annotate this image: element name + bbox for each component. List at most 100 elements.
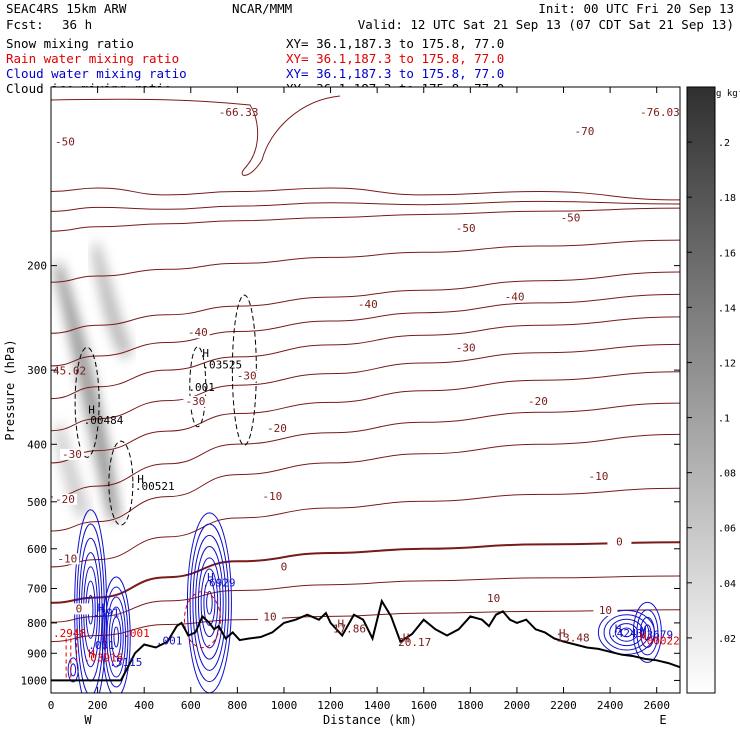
field-annotation: H <box>559 627 566 640</box>
colorbar-tick-label: .04 <box>718 579 736 590</box>
field-annotation: H <box>615 622 622 635</box>
rain-contour <box>183 591 221 649</box>
cloud-contour <box>108 606 124 668</box>
x-tick-label: 400 <box>134 699 154 712</box>
field-annotation: 20.17 <box>398 636 431 649</box>
valid-time: Valid: 12 UTC Sat 21 Sep 13 (07 CDT Sat … <box>358 17 734 32</box>
colorbar-tick-label: .08 <box>718 469 736 480</box>
isotherm-upper <box>51 95 341 176</box>
field-annotation: .001 <box>156 635 183 648</box>
contour-label: -30 <box>185 395 205 408</box>
contour-label: -10 <box>589 470 609 483</box>
rain-water-contours <box>65 591 221 681</box>
field-annotation: H <box>202 347 209 360</box>
field-annotation: .001 <box>123 627 150 640</box>
contour-label-bg <box>66 603 91 615</box>
colorbar-unit: g kg⁻¹ <box>716 89 740 99</box>
field-annotation: .001 <box>188 381 215 394</box>
cloud-contour <box>200 568 219 638</box>
snow-shade-lower <box>55 420 90 520</box>
contour-label: -30 <box>62 448 82 461</box>
cloud-contour <box>632 601 662 663</box>
contour-label-bg <box>260 491 285 503</box>
y-tick-label: 400 <box>27 438 47 451</box>
x-tick-label: 600 <box>181 699 201 712</box>
field-xy: XY= 36.1,187.3 to 175.8, 77.0 <box>286 66 504 81</box>
y-tick-label: 1000 <box>21 674 48 687</box>
y-tick-label: 200 <box>27 260 47 273</box>
field-annotation: H <box>137 473 144 486</box>
contour-label: 10 <box>487 592 500 605</box>
snow-shade-upper <box>92 240 132 360</box>
field-annotation: H <box>207 571 214 584</box>
x-tick-label: 2400 <box>597 699 624 712</box>
contour-label-bg <box>55 553 80 565</box>
y-axis-label: Pressure (hPa) <box>3 339 17 440</box>
isotherm-line-minor <box>51 343 680 432</box>
x-tick-label: 800 <box>227 699 247 712</box>
header: SEAC4RS 15km ARW NCAR/MMM Init: 00 UTC F… <box>6 1 734 32</box>
contour-label-bg <box>607 536 632 548</box>
field-annotation: -76.03 <box>640 106 680 119</box>
forecast-label: Fcst: <box>6 17 44 32</box>
field-annotation: .6929 <box>202 577 235 590</box>
field-annotation: H <box>88 648 95 661</box>
x-tick-label: 1800 <box>457 699 484 712</box>
contour-label-bg <box>234 370 259 382</box>
field-annotation: 45.02 <box>53 364 86 377</box>
isotherm-line <box>51 316 680 400</box>
cloud-contour <box>104 586 129 688</box>
x-tick-label: 2600 <box>643 699 670 712</box>
y-tick-label: 300 <box>27 364 47 377</box>
field-name: Snow mixing ratio <box>6 36 134 51</box>
contour-label-bg <box>502 291 527 303</box>
contour-label: 10 <box>599 604 612 617</box>
isotherm-line-minor <box>51 239 680 283</box>
contour-label-bg <box>183 395 208 407</box>
x-tick-label: 1600 <box>410 699 437 712</box>
cloud-contour <box>189 523 230 683</box>
cloud-contour <box>609 618 644 647</box>
contour-label: -40 <box>505 290 525 303</box>
x-axis: 0 200 400 600 800 1000 1200 1400 1600 1800 2000 220… <box>48 87 670 712</box>
cloud-contour <box>113 626 120 648</box>
cloud-contour <box>111 616 122 658</box>
contour-label: -20 <box>267 422 287 435</box>
field-annotation: H <box>640 624 647 637</box>
cloud-contour <box>67 657 79 683</box>
isotherm-line-minor <box>51 200 680 212</box>
east-endpoint: E <box>659 713 666 727</box>
isotherm-line <box>51 207 680 232</box>
colorbar-ticks: .02 .04 .06 .08 .1 .12 .14 .16 .18 .2 <box>687 138 736 645</box>
west-endpoint: W <box>84 713 92 727</box>
contour-label-bg <box>52 493 77 505</box>
field-name: Cloud water mixing ratio <box>6 66 187 81</box>
isotherm-line <box>51 187 680 201</box>
cloud-contour <box>203 579 216 626</box>
x-axis-label: Distance (km) <box>323 713 417 727</box>
field-annotation: .00484 <box>84 414 124 427</box>
cloud-contour <box>197 557 221 649</box>
field-annotation: .3679 <box>640 629 673 642</box>
field-annotation: .03916 <box>84 652 124 665</box>
contour-label: -20 <box>528 395 548 408</box>
contour-label: -10 <box>262 490 282 503</box>
field-annotation: H <box>338 618 345 631</box>
cloud-contour <box>101 576 131 693</box>
colorbar-tick-label: .16 <box>718 248 736 259</box>
contour-label: -50 <box>55 136 75 149</box>
field-annotation: H <box>403 632 410 645</box>
ice-contour <box>189 346 207 428</box>
contour-label-bg <box>453 342 478 354</box>
contour-label-bg <box>453 223 478 235</box>
cloud-contour <box>106 596 127 678</box>
contour-label: -20 <box>55 493 75 506</box>
contour-label: -50 <box>561 212 581 225</box>
contour-label: -30 <box>456 342 476 355</box>
isotherm-line <box>51 271 680 334</box>
contour-label: 10 <box>263 611 276 624</box>
ice-contour <box>108 440 134 526</box>
cloud-contour <box>603 614 650 651</box>
contour-label-bg <box>558 212 583 224</box>
